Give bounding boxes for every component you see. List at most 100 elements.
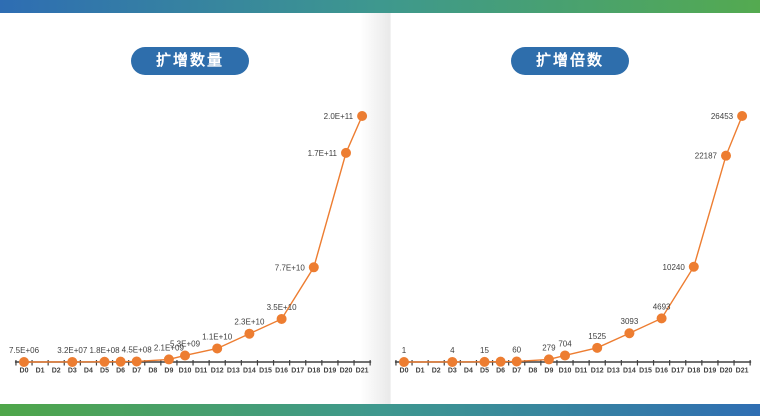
data-point-marker [99, 356, 110, 367]
x-axis-label: D21 [736, 368, 749, 375]
data-point-marker [276, 313, 287, 324]
data-point-label: 26453 [711, 112, 734, 121]
x-axis-label: D14 [623, 368, 636, 375]
data-point-marker [212, 343, 223, 354]
amplification-fold-chart: D0 D1 D2 D3 D4 D5 D6 D7 D8 D9 D10 D11 D12 D13 D14 D15 D1… [394, 111, 752, 375]
data-point-label: 4693 [653, 302, 671, 311]
series-line [403, 115, 743, 363]
data-point-marker [67, 356, 78, 367]
data-point-marker [244, 328, 255, 339]
data-point-label: 3.2E+07 [57, 346, 88, 355]
data-point-marker [495, 356, 506, 367]
data-point-marker [656, 313, 667, 324]
x-axis-label: D14 [243, 368, 256, 375]
panel-amplification-quantity: D0 D1 D2 D3 D4 D5 D6 D7 D8 D9 D10 D11 D12 D13 D14 D15 D1… [0, 13, 380, 404]
data-point-label: 22187 [695, 152, 718, 161]
x-axis-label: D2 [432, 368, 441, 375]
x-axis-label: D2 [52, 368, 61, 375]
bottom-accent-bar [0, 404, 760, 416]
data-point-marker [131, 356, 142, 367]
x-axis-label: D8 [528, 368, 537, 375]
x-axis-label: D16 [275, 368, 288, 375]
data-point-label: 2.1E+09 [154, 343, 185, 352]
data-point-marker [592, 342, 603, 353]
x-axis-label: D9 [544, 368, 553, 375]
x-axis-label: D13 [607, 368, 620, 375]
data-point-label: 5.3E+09 [170, 339, 201, 348]
data-point-label: 1525 [588, 332, 606, 341]
data-point-marker [479, 356, 490, 367]
x-axis-label: D4 [84, 368, 93, 375]
x-axis-label: D15 [639, 368, 652, 375]
panel-amplification-fold: D0 D1 D2 D3 D4 D5 D6 D7 D8 D9 D10 D11 D12 D13 D14 D15 D1… [380, 13, 760, 404]
x-axis-label: D19 [323, 368, 336, 375]
data-point-label: 7.5E+06 [9, 346, 40, 355]
x-axis-label: D7 [132, 368, 141, 375]
x-axis-label: D8 [148, 368, 157, 375]
data-point-label: 3.5E+10 [267, 303, 298, 312]
data-point-marker [399, 356, 409, 367]
data-point-label: 7.7E+10 [275, 263, 306, 272]
data-point-label: 704 [558, 339, 572, 348]
data-point-label: 4 [450, 346, 455, 355]
x-axis-label: D12 [211, 368, 224, 375]
x-axis-label: D6 [496, 368, 505, 375]
x-axis-label: D15 [259, 368, 272, 375]
data-point-marker [543, 354, 554, 365]
top-accent-bar [0, 0, 760, 13]
data-point-label: 1.8E+08 [89, 346, 120, 355]
data-point-label: 60 [512, 345, 521, 354]
data-point-label: 2.0E+11 [324, 112, 354, 121]
data-point-marker [624, 328, 635, 339]
chart-title-quantity-label: 扩增数量 [155, 52, 224, 69]
x-axis-label: D12 [591, 368, 604, 375]
data-point-label: 4.5E+08 [122, 345, 153, 354]
x-axis-label: D13 [227, 368, 240, 375]
x-axis-label: D0 [400, 368, 409, 375]
data-point-marker [688, 261, 699, 272]
chart-title-quantity-badge: 扩增数量 [131, 47, 249, 75]
x-axis-label: D11 [575, 368, 588, 375]
x-axis-label: D5 [100, 368, 109, 375]
chart-title-fold-badge: 扩增倍数 [511, 47, 629, 75]
data-point-marker [737, 111, 748, 121]
x-axis-label: D1 [36, 368, 45, 375]
x-axis-label: D18 [687, 368, 700, 375]
x-axis-label: D17 [291, 368, 304, 375]
x-axis-label: D11 [195, 368, 208, 375]
x-axis-label: D18 [307, 368, 320, 375]
data-point-marker [560, 350, 570, 361]
x-axis-label: D10 [559, 368, 572, 375]
data-point-marker [180, 350, 190, 361]
data-point-marker [447, 356, 458, 367]
x-axis-label: D5 [480, 368, 489, 375]
data-point-marker [308, 262, 319, 273]
data-point-label: 15 [480, 346, 489, 355]
data-point-label: 279 [542, 343, 556, 352]
x-axis-label: D7 [512, 368, 521, 375]
x-axis-label: D21 [356, 368, 369, 375]
chart-title-fold-label: 扩增倍数 [535, 52, 604, 69]
data-point-label: 2.3E+10 [234, 318, 265, 327]
x-axis-label: D16 [655, 368, 668, 375]
x-axis-label: D17 [671, 368, 684, 375]
x-axis-label: D20 [340, 368, 353, 375]
data-point-marker [19, 356, 29, 367]
x-axis-label: D10 [179, 368, 192, 375]
data-point-marker [115, 356, 126, 367]
x-axis-label: D20 [720, 368, 733, 375]
data-point-marker [721, 150, 731, 161]
x-axis-label: D3 [68, 368, 77, 375]
x-axis-label: D0 [20, 368, 29, 375]
data-point-label: 1 [402, 346, 407, 355]
data-point-label: 3093 [621, 317, 639, 326]
data-point-marker [357, 111, 368, 121]
amplification-quantity-chart: D0 D1 D2 D3 D4 D5 D6 D7 D8 D9 D10 D11 D12 D13 D14 D15 D1… [9, 111, 372, 375]
data-point-marker [511, 356, 522, 367]
x-axis-label: D6 [116, 368, 125, 375]
data-point-label: 1.7E+11 [308, 149, 338, 158]
data-point-marker [341, 147, 351, 158]
data-point-marker [163, 354, 174, 365]
x-axis-label: D19 [703, 368, 716, 375]
